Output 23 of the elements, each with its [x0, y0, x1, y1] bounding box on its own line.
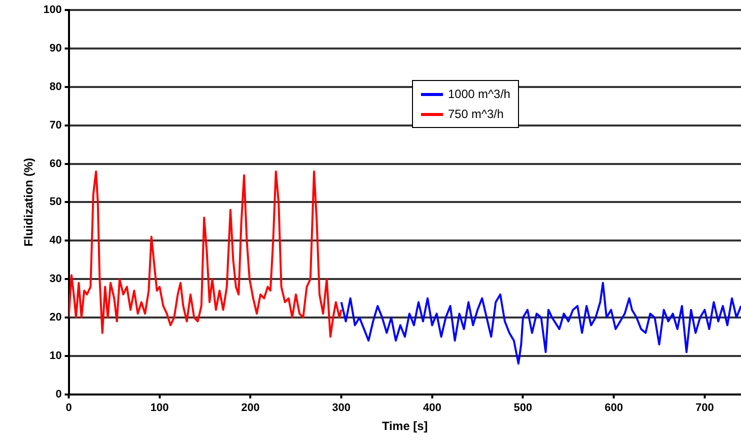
- y-tick-label: 0: [56, 388, 62, 400]
- x-tick-label: 500: [514, 402, 532, 414]
- y-tick-label: 90: [50, 42, 62, 54]
- y-tick-label: 30: [50, 273, 62, 286]
- x-tick-label: 0: [66, 402, 72, 414]
- y-tick-label: 60: [50, 158, 62, 170]
- x-tick-label: 700: [695, 402, 714, 414]
- x-tick-label: 600: [604, 402, 623, 414]
- y-tick-label: 70: [50, 119, 62, 132]
- y-tick-label: 100: [43, 4, 62, 16]
- legend-label: 1000 m^3/h: [448, 87, 510, 101]
- y-tick-label: 20: [50, 312, 62, 324]
- x-axis-title: Time [s]: [382, 419, 428, 434]
- x-tick-label: 100: [150, 402, 169, 414]
- x-tick-label: 400: [422, 402, 442, 414]
- y-axis-title: Fluidization (%): [22, 158, 36, 247]
- y-tick-label: 80: [50, 80, 62, 93]
- y-tick-label: 40: [50, 234, 62, 247]
- x-tick-label: 300: [332, 402, 350, 414]
- y-tick-label: 10: [50, 350, 62, 362]
- x-tick-label: 200: [241, 402, 260, 414]
- legend-label: 750 m^3/h: [448, 107, 504, 121]
- y-tick-label: 50: [50, 196, 62, 208]
